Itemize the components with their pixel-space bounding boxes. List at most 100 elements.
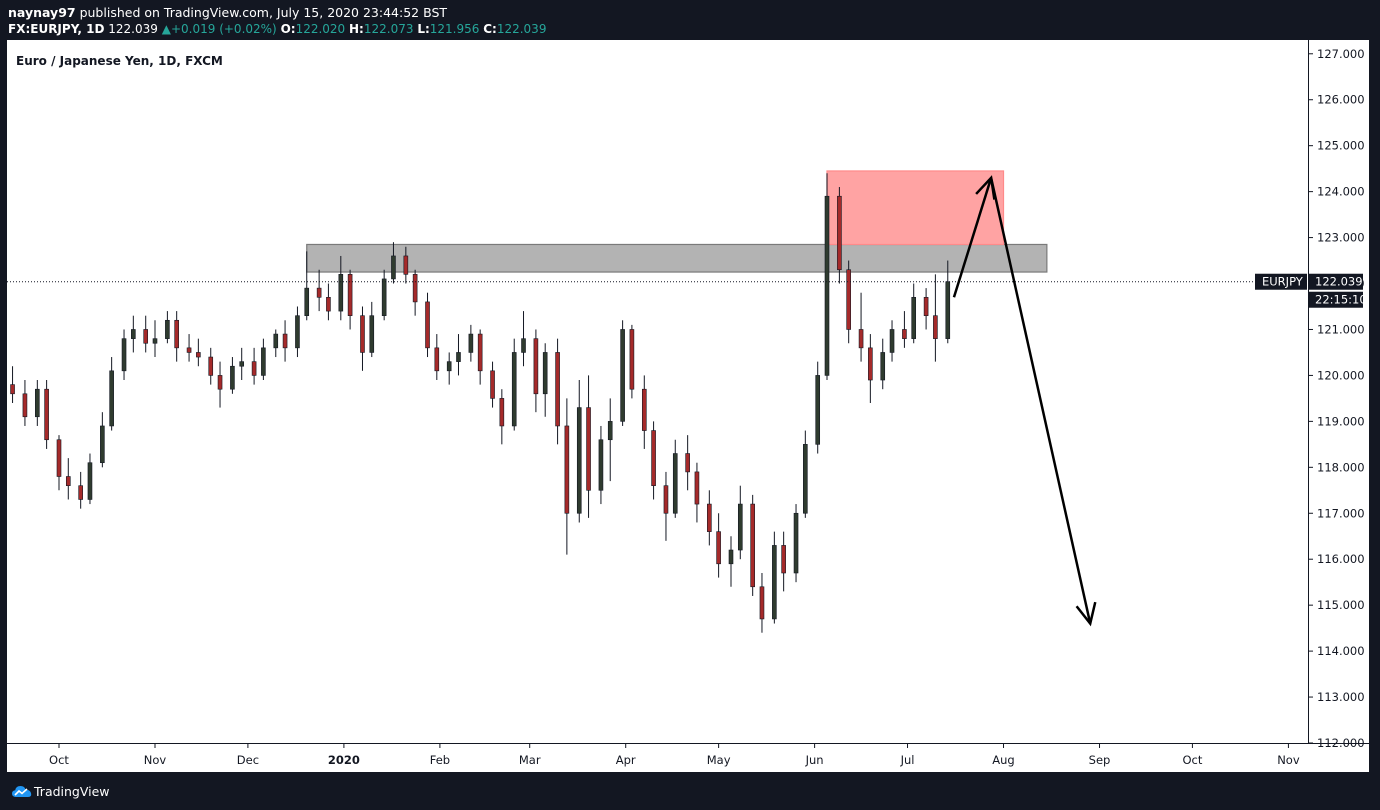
candle[interactable] <box>490 361 495 408</box>
candle[interactable] <box>598 425 604 505</box>
candle[interactable] <box>304 251 310 321</box>
candle[interactable] <box>217 361 223 408</box>
candle[interactable] <box>65 458 71 500</box>
candle[interactable] <box>468 324 474 362</box>
candle[interactable] <box>542 343 548 417</box>
candle[interactable] <box>121 329 127 381</box>
candle[interactable] <box>750 494 755 596</box>
candle[interactable] <box>511 338 517 431</box>
candle[interactable] <box>186 334 192 362</box>
candle[interactable] <box>403 246 409 284</box>
candle[interactable] <box>846 260 851 344</box>
candle[interactable] <box>381 269 387 321</box>
candle[interactable] <box>781 531 786 592</box>
candle[interactable] <box>10 366 15 403</box>
candle[interactable] <box>143 315 149 353</box>
candle[interactable] <box>620 320 625 426</box>
candle[interactable] <box>456 334 461 376</box>
candle[interactable] <box>772 531 777 624</box>
brand-text[interactable]: TradingView <box>34 784 110 799</box>
candle[interactable] <box>868 334 873 403</box>
candle[interactable] <box>425 292 430 358</box>
candle[interactable] <box>347 269 353 330</box>
candle[interactable] <box>239 347 245 381</box>
time-axis[interactable]: Oct Nov Dec 2020 Feb Mar Apr May Jun Jul Aug Sep Oct… <box>49 743 1300 767</box>
candle[interactable] <box>824 173 830 381</box>
candle[interactable] <box>326 283 331 321</box>
candle[interactable] <box>251 347 257 385</box>
candle[interactable] <box>412 269 418 316</box>
candlestick-chart[interactable]: 127.000 126.000 125.000 124.000 123.000 122.0… <box>7 40 1369 772</box>
price-axis[interactable]: 127.000 126.000 125.000 124.000 123.000 122.0… <box>1308 47 1365 750</box>
candle[interactable] <box>889 320 895 362</box>
candle[interactable] <box>607 398 613 482</box>
candle[interactable] <box>78 471 83 509</box>
candle-body <box>716 531 721 565</box>
candle[interactable] <box>728 536 734 587</box>
candle[interactable] <box>196 338 201 367</box>
candle[interactable] <box>109 357 114 431</box>
candle[interactable] <box>360 306 365 371</box>
candle[interactable] <box>651 421 656 500</box>
candle[interactable] <box>576 380 582 523</box>
candle[interactable] <box>737 485 743 560</box>
candle[interactable] <box>880 338 886 390</box>
candle[interactable] <box>391 242 396 284</box>
candle[interactable] <box>663 471 669 541</box>
candle[interactable] <box>87 453 93 505</box>
candle[interactable] <box>564 398 570 555</box>
author-name[interactable]: naynay97 <box>8 5 76 20</box>
candle[interactable] <box>815 361 821 454</box>
arrow-line[interactable] <box>952 177 993 298</box>
candle[interactable] <box>44 380 49 449</box>
candle[interactable] <box>694 462 700 523</box>
candle[interactable] <box>152 320 158 358</box>
candle[interactable] <box>100 412 105 468</box>
candle[interactable] <box>759 572 765 633</box>
candle[interactable] <box>933 274 938 362</box>
candle[interactable] <box>685 435 690 491</box>
candle[interactable] <box>858 292 864 362</box>
candle[interactable] <box>338 255 344 321</box>
candle[interactable] <box>803 430 808 518</box>
candle[interactable] <box>672 439 678 518</box>
candle[interactable] <box>282 320 288 362</box>
candle[interactable] <box>945 260 951 344</box>
candle[interactable] <box>793 504 799 583</box>
candle[interactable] <box>586 375 591 518</box>
candle[interactable] <box>837 187 842 284</box>
candle[interactable] <box>273 329 279 358</box>
candle[interactable] <box>446 352 452 385</box>
candle[interactable] <box>295 306 300 358</box>
candle[interactable] <box>499 389 505 445</box>
candle[interactable] <box>174 311 179 362</box>
candle[interactable] <box>911 283 917 344</box>
chart-area[interactable]: 127.000 126.000 125.000 124.000 123.000 122.0… <box>7 40 1369 772</box>
candle[interactable] <box>641 375 647 449</box>
candle[interactable] <box>902 311 907 348</box>
candle[interactable] <box>521 311 526 367</box>
candle[interactable] <box>208 347 214 385</box>
arrow-line[interactable] <box>989 177 1092 624</box>
candle[interactable] <box>369 301 375 358</box>
candle[interactable] <box>131 315 136 353</box>
candle[interactable] <box>923 288 929 330</box>
candle[interactable] <box>230 357 235 394</box>
zone-rect[interactable] <box>826 170 1005 246</box>
symbol-interval[interactable]: FX:EURJPY, 1D <box>8 22 105 36</box>
candle[interactable] <box>707 490 712 546</box>
candle[interactable] <box>316 269 322 312</box>
tradingview-cloud-icon[interactable] <box>12 785 32 799</box>
candle[interactable] <box>477 329 483 385</box>
candle[interactable] <box>555 338 560 445</box>
candle[interactable] <box>716 513 721 578</box>
candle[interactable] <box>434 334 440 381</box>
zone-rect[interactable] <box>306 243 1048 273</box>
candle[interactable] <box>165 311 170 344</box>
candle[interactable] <box>22 380 28 426</box>
candle[interactable] <box>533 329 539 413</box>
candle[interactable] <box>261 338 266 381</box>
candle[interactable] <box>56 435 62 491</box>
candle[interactable] <box>629 324 635 399</box>
candle[interactable] <box>35 380 40 426</box>
